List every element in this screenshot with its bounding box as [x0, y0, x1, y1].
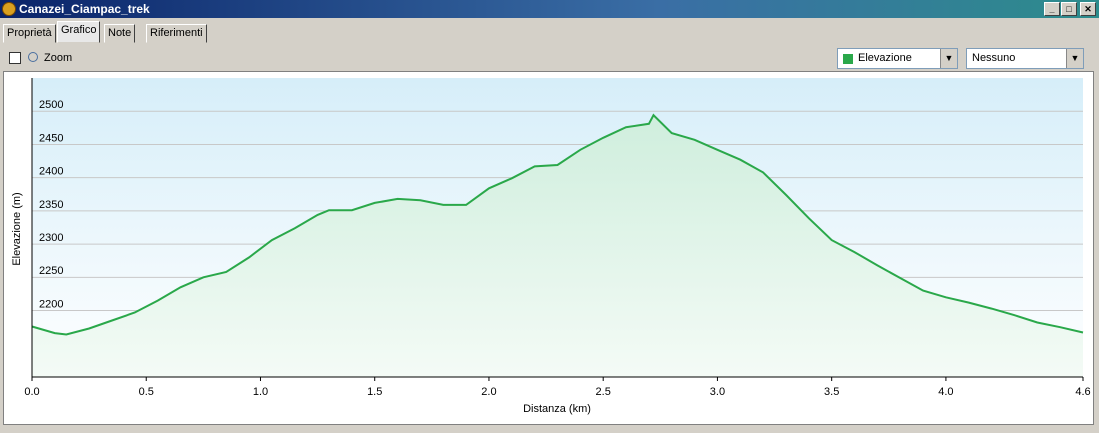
window-title: Canazei_Ciampac_trek	[19, 2, 150, 16]
title-bar: Canazei_Ciampac_trek _ □ ✕	[0, 0, 1099, 18]
x-tick-label: 1.5	[367, 386, 382, 398]
close-button[interactable]: ✕	[1080, 2, 1096, 16]
chart: Elevazione (m) Distanza (km) 21502200225…	[11, 78, 1091, 415]
x-tick-label: 2.0	[481, 386, 496, 398]
y-tick-label: 2200	[39, 298, 63, 310]
tab[interactable]: Grafico	[57, 21, 101, 43]
tab[interactable]: Riferimenti	[146, 24, 207, 43]
zoom-icon	[28, 52, 38, 62]
x-axis-title: Distanza (km)	[523, 403, 591, 415]
x-tick-label: 2.5	[596, 386, 611, 398]
maximize-button[interactable]: □	[1061, 2, 1077, 16]
dropdown-arrow: ▼	[1066, 49, 1083, 68]
zoom-label: Zoom	[44, 52, 73, 64]
tab[interactable]: Proprietà	[3, 24, 56, 43]
series-swatch	[843, 54, 853, 64]
y-tick-label: 2450	[39, 132, 63, 144]
zoom-checkbox[interactable]	[9, 52, 21, 64]
y-tick-label: 2400	[39, 166, 63, 178]
chart-panel: Elevazione (m) Distanza (km) 21502200225…	[3, 71, 1094, 425]
app-icon	[2, 2, 16, 16]
x-tick-label: 4.0	[938, 386, 953, 398]
x-tick-label: 1.0	[253, 386, 268, 398]
area-fill	[32, 115, 1083, 377]
x-tick-label: 0.5	[139, 386, 154, 398]
x-tick-label: 3.0	[710, 386, 725, 398]
secondary-select-text: Nessuno	[972, 52, 1016, 64]
y-tick-label: 2250	[39, 265, 63, 277]
y-tick-label: 2300	[39, 232, 63, 244]
y-axis-title: Elevazione (m)	[11, 192, 23, 265]
x-tick-label: 3.5	[824, 386, 839, 398]
y-tick-label: 2350	[39, 199, 63, 211]
y-tick-label: 2500	[39, 99, 63, 111]
series-select[interactable]: Elevazione ▼	[837, 48, 958, 69]
secondary-select[interactable]: Nessuno ▼	[966, 48, 1084, 69]
x-tick-label: 4.6	[1075, 386, 1090, 398]
tab[interactable]: Note	[104, 24, 136, 43]
elevation-line	[31, 113, 1084, 336]
dropdown-arrow: ▼	[940, 49, 957, 68]
series-select-text: Elevazione	[858, 52, 912, 64]
minimize-button[interactable]: _	[1044, 2, 1060, 16]
x-tick-label: 0.0	[24, 386, 39, 398]
